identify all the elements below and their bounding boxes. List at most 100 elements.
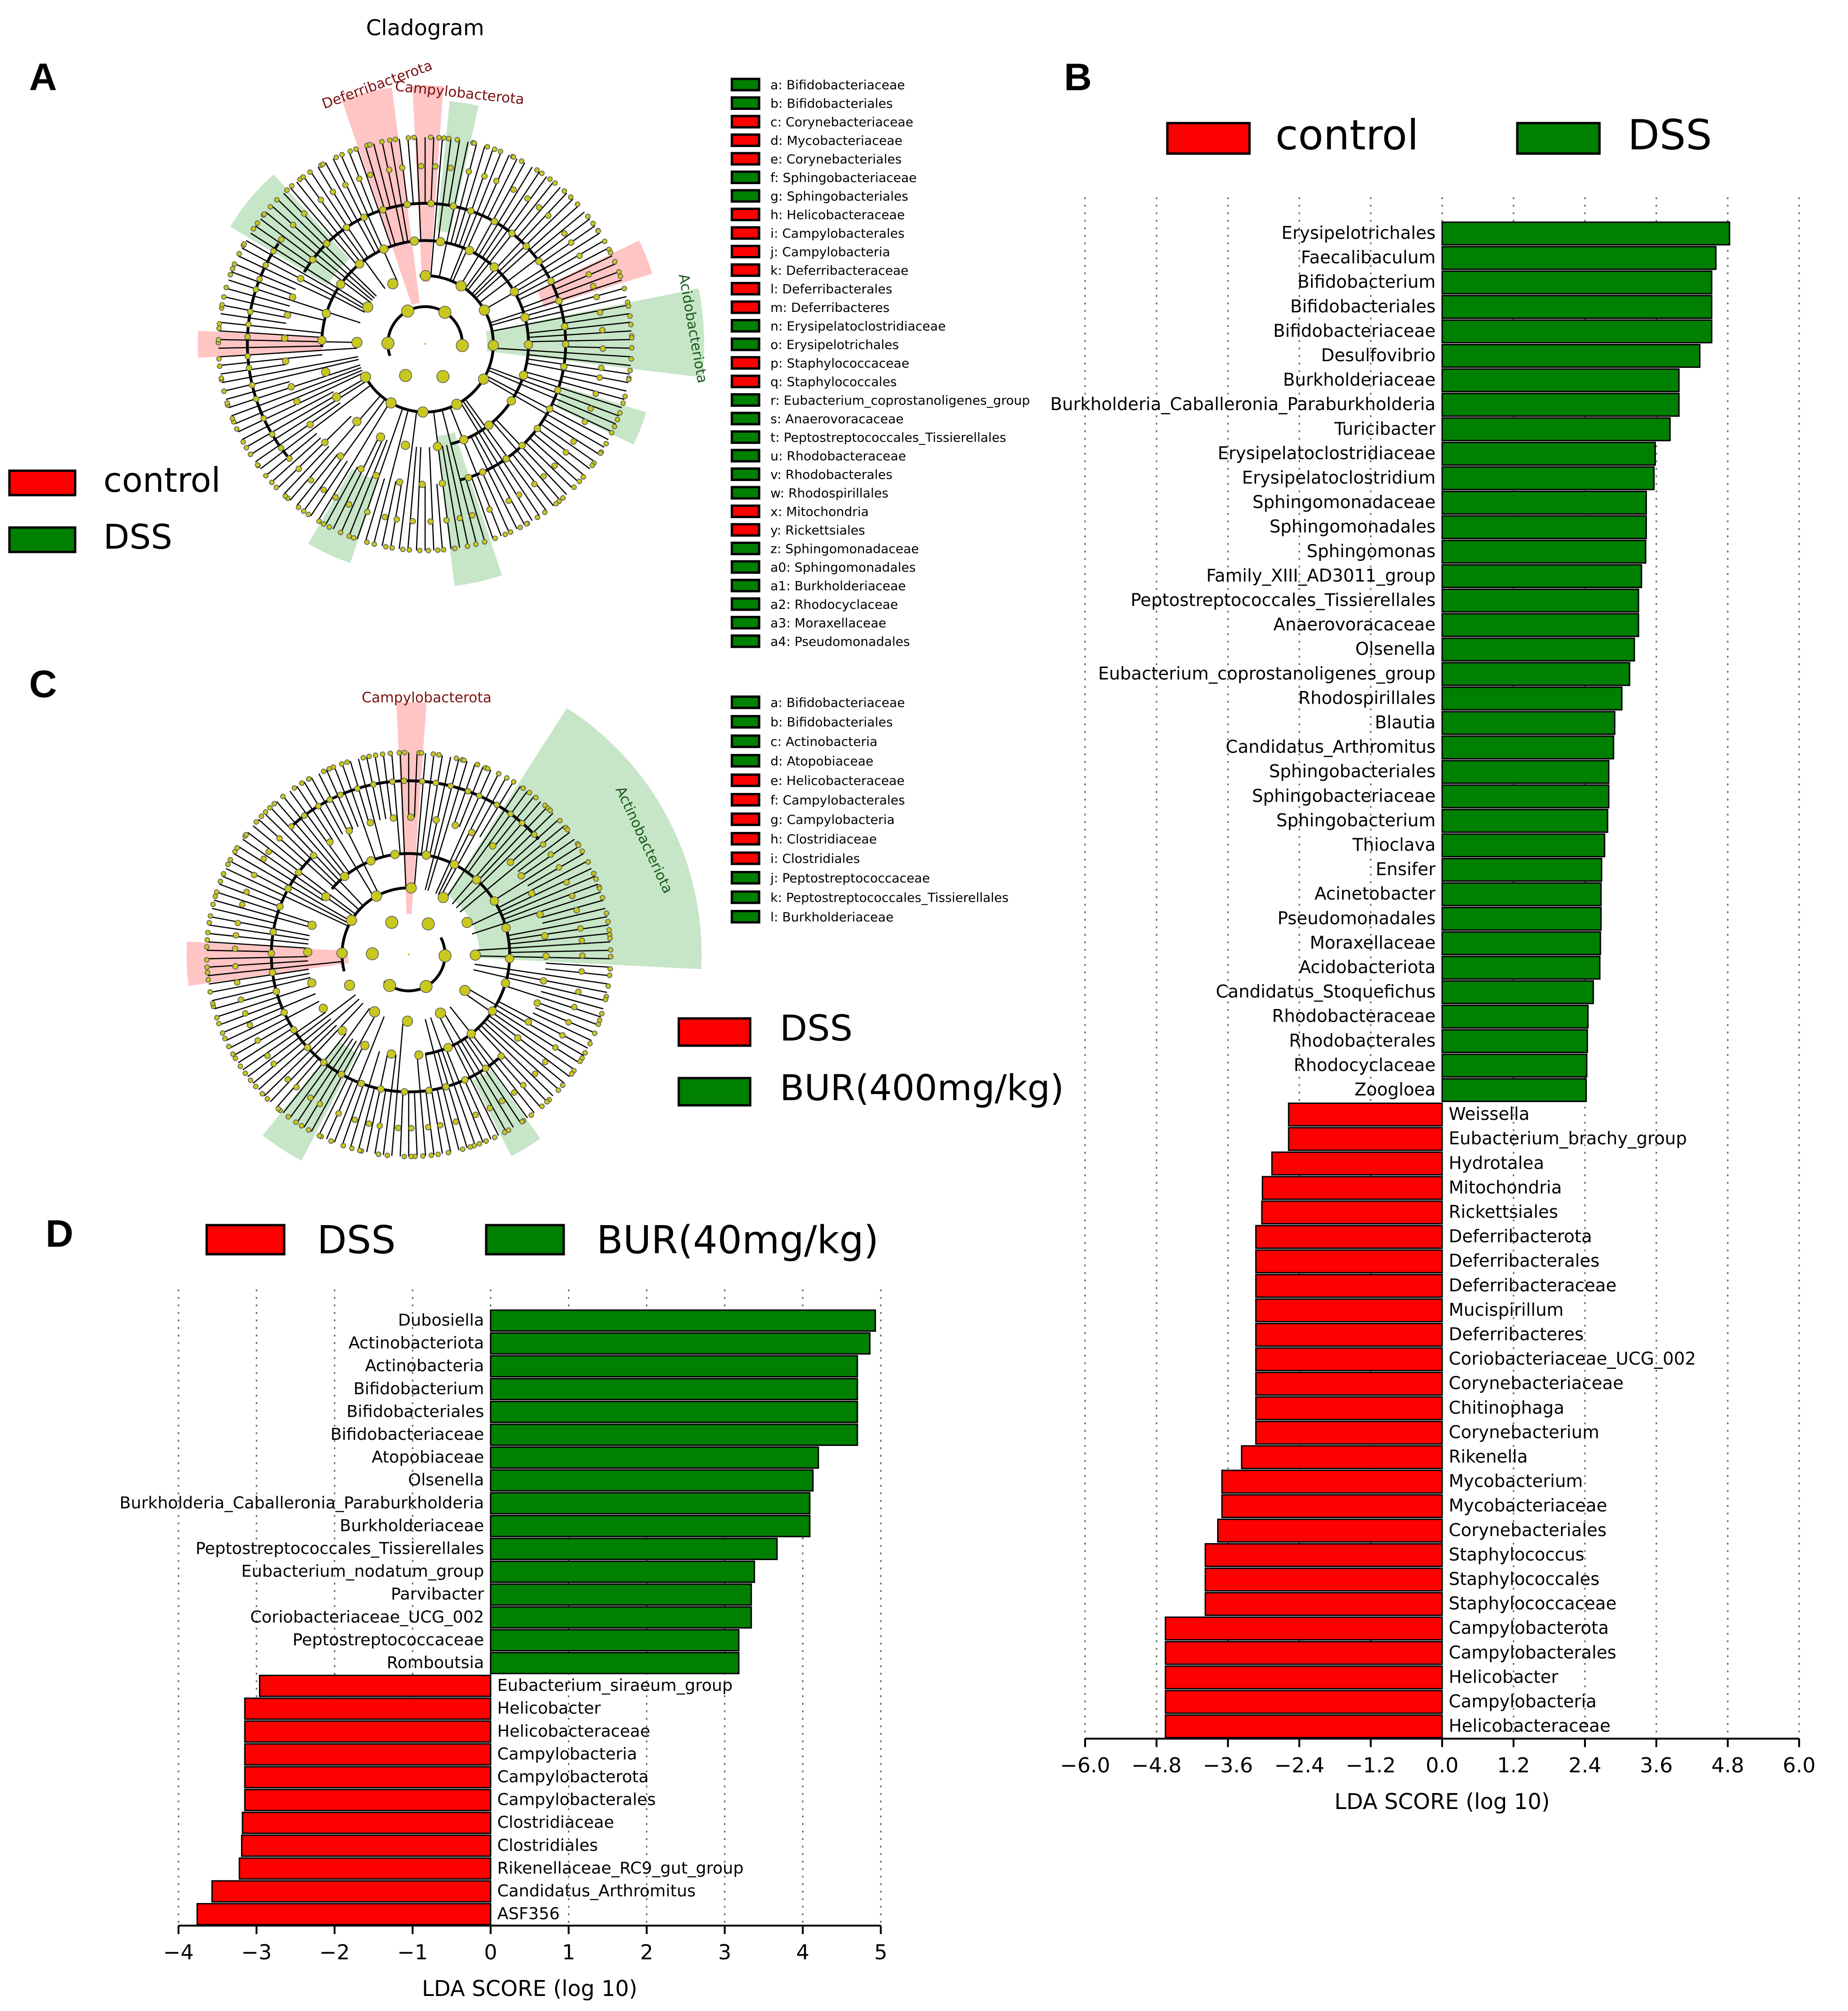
cladogram-node <box>579 848 585 854</box>
key-entry: a4: Pseudomonadales <box>770 635 910 649</box>
bar-corynebacterium <box>1255 1421 1443 1445</box>
bar-label: Sphingobacteriaceae <box>1252 786 1436 806</box>
cladogram-node <box>234 920 241 926</box>
cladogram-node <box>608 249 613 256</box>
cladogram-node <box>346 501 352 508</box>
bar-label: Peptostreptococcales_Tissierellales <box>195 1539 484 1558</box>
cladogram-node <box>281 334 288 342</box>
cladogram-branch <box>222 876 282 902</box>
legend-swatch-dss-a <box>8 526 77 553</box>
cladogram-node <box>489 842 497 850</box>
bar-label: Helicobacter <box>497 1699 601 1718</box>
bar-label: Rhodospirillales <box>1298 688 1436 708</box>
cladogram-node <box>582 1050 588 1056</box>
key-entry: v: Rhodobacterales <box>770 468 893 482</box>
cladogram-branch <box>425 755 443 855</box>
cladogram-branch <box>507 916 607 936</box>
cladogram-branch <box>207 941 308 949</box>
cladogram-node <box>486 506 493 513</box>
cladogram-node <box>254 1037 261 1044</box>
cladogram-node <box>482 1064 489 1072</box>
cladogram-node <box>479 468 487 476</box>
cladogram-branch <box>445 1048 484 1143</box>
cladogram-node <box>320 161 326 167</box>
cladogram-node <box>473 541 479 547</box>
cladogram-node <box>367 142 373 148</box>
cladogram-node <box>590 463 595 468</box>
key-entry-c: d: Atopobiaceae <box>770 754 873 769</box>
cladogram-node <box>595 228 601 234</box>
cladogram-node <box>524 340 533 349</box>
cladogram-node <box>217 321 222 327</box>
cladogram-node <box>242 1010 248 1017</box>
cladogram-node <box>406 547 412 553</box>
cladogram-node <box>245 321 252 328</box>
cladogram-node <box>599 327 606 334</box>
cladogram-node <box>568 194 574 200</box>
cladogram-branch <box>348 151 374 214</box>
cladogram-node <box>402 1016 413 1027</box>
cladogram-node <box>571 1004 578 1010</box>
bar-sphingomonas <box>1441 539 1646 564</box>
legend-label-dss-a: DSS <box>103 517 172 557</box>
cladogram-node <box>351 535 357 541</box>
cladogram-branch <box>391 753 401 854</box>
x-tick-label: 0 <box>484 1941 497 1964</box>
cladogram-branch <box>225 1012 285 1041</box>
bar-hydrotalea <box>1271 1151 1443 1176</box>
cladogram-node <box>603 441 609 447</box>
key-entry: a1: Burkholderiaceae <box>770 579 906 594</box>
cladogram-branch <box>413 753 418 817</box>
cladogram-branch <box>234 263 296 290</box>
bar-peptostreptococcales_tissierellales <box>489 1537 778 1561</box>
cladogram-node <box>561 188 567 194</box>
cladogram-node <box>365 1120 373 1127</box>
cladogram-node <box>430 751 436 757</box>
cladogram-node <box>599 895 606 901</box>
x-tick-label: −4 <box>163 1941 194 1964</box>
cladogram-branch <box>382 1055 397 1155</box>
bar-eubacterium_coprostanoligenes_group <box>1441 662 1631 686</box>
cladogram-branch <box>430 138 443 276</box>
cladogram-branch <box>247 994 356 1077</box>
cladogram-branch <box>373 143 391 208</box>
cladogram-branch <box>225 287 290 307</box>
cladogram-node <box>488 1006 497 1016</box>
cladogram-node <box>384 1152 390 1158</box>
x-axis-title: LDA SCORE (log 10) <box>422 1976 637 2001</box>
cladogram-node <box>420 270 431 281</box>
key-entry: a0: Sphingomonadales <box>770 560 916 575</box>
cladogram-node <box>355 259 365 269</box>
bar-label: Clostridiaceae <box>497 1813 614 1832</box>
cladogram-branch <box>441 410 477 544</box>
cladogram-branch <box>296 1038 354 1123</box>
key-swatch-c <box>730 871 761 885</box>
cladogram-branch <box>289 395 381 501</box>
key-entry: n: Erysipelatoclostridiaceae <box>770 319 946 334</box>
cladogram-branch <box>481 472 510 533</box>
cladogram-branch <box>222 356 358 383</box>
bar-burkholderia_caballeronia_paraburkholderia <box>1441 393 1680 417</box>
cladogram-node <box>255 462 261 468</box>
cladogram-branch <box>231 271 294 295</box>
key-swatch <box>730 597 761 611</box>
cladogram-branch <box>296 786 334 841</box>
cladogram-node <box>531 831 538 838</box>
key-swatch <box>730 356 761 370</box>
legend-label-bur40: BUR(40mg/kg) <box>597 1218 879 1263</box>
bar-label: Sphingobacteriales <box>1269 761 1436 782</box>
cladogram-node <box>339 152 345 157</box>
bar-sphingobacterium <box>1441 808 1608 833</box>
cladogram-branch <box>365 478 385 542</box>
cladogram-node <box>428 134 434 140</box>
cladogram-node <box>396 478 404 486</box>
cladogram-node <box>596 374 603 381</box>
cladogram-node <box>602 239 607 244</box>
cladogram-branch <box>525 442 574 489</box>
cladogram-branch <box>219 883 280 908</box>
cladogram-node <box>437 892 449 903</box>
cladogram-node <box>419 980 433 993</box>
bar-label: Candidatus_Arthromitus <box>1226 737 1436 757</box>
bar-label: Deferribacteraceae <box>1449 1275 1616 1296</box>
cladogram-node <box>592 390 599 397</box>
